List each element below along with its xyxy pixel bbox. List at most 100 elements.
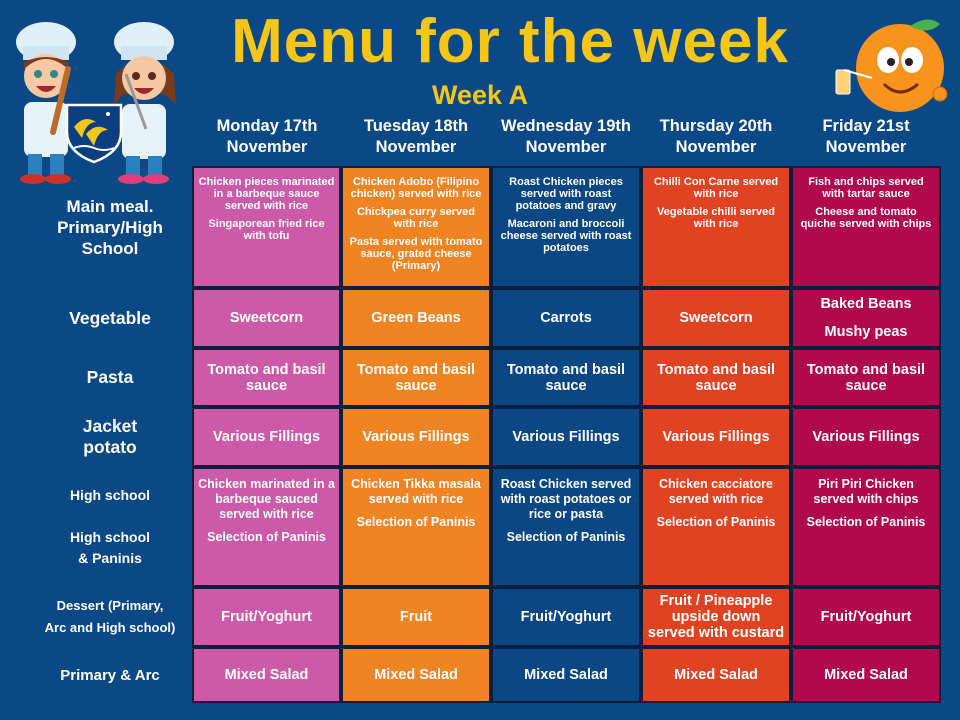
menu-cell: Mixed Salad xyxy=(641,647,791,703)
menu-item: Chicken pieces marinated in a barbeque s… xyxy=(198,176,335,212)
menu-item: Selection of Paninis xyxy=(356,515,476,529)
day-header: Friday 21st November xyxy=(791,116,941,158)
menu-item: Chicken Tikka masala served with rice xyxy=(351,477,481,506)
menu-cell: Tomato and basil sauce xyxy=(491,348,641,407)
day-header-line: November xyxy=(375,138,457,156)
menu-cell: Chicken cacciatore served with rice Selec… xyxy=(641,467,791,587)
menu-item: Sweetcorn xyxy=(679,310,753,326)
row-label: High school High school & Paninis xyxy=(22,467,198,587)
row-label: Pasta xyxy=(22,348,198,407)
menu-cell: Fruit/Yoghurt xyxy=(791,587,941,647)
menu-item: Chicken marinated in a barbeque sauced s… xyxy=(198,477,335,521)
menu-item: Singaporean fried rice with tofu xyxy=(208,218,325,242)
menu-cell: Green Beans xyxy=(341,288,491,348)
menu-cell: Mixed Salad xyxy=(791,647,941,703)
menu-item: Various Fillings xyxy=(662,429,770,445)
menu-item: Mixed Salad xyxy=(674,667,758,683)
menu-cell: Sweetcorn xyxy=(192,288,341,348)
menu-cell: Chicken Adobo (Filipino chicken) served … xyxy=(341,166,491,288)
menu-item: Mushy peas xyxy=(824,324,908,340)
row-label: Main meal. Primary/High School xyxy=(22,166,198,288)
menu-item: Various Fillings xyxy=(812,429,920,445)
menu-cell: Mixed Salad xyxy=(192,647,341,703)
menu-item: Sweetcorn xyxy=(229,310,304,326)
menu-item: Fruit xyxy=(399,609,433,625)
menu-cell: Sweetcorn xyxy=(641,288,791,348)
menu-item: Piri Piri Chicken served with chips xyxy=(813,477,919,506)
menu-item: Cheese and tomato quiche served with chi… xyxy=(800,206,932,230)
day-header: Tuesday 18th November xyxy=(341,116,491,158)
menu-item: Fruit/Yoghurt xyxy=(520,609,612,625)
menu-item: Mixed Salad xyxy=(824,667,908,683)
row-label-line: Primary & Arc xyxy=(60,666,160,684)
day-header-line: Wednesday 19th xyxy=(501,117,631,135)
menu-cell: Chicken pieces marinated in a barbeque s… xyxy=(192,166,341,288)
row-label-line: Primary/High xyxy=(57,217,163,237)
menu-cell: Roast Chicken served with roast potatoes… xyxy=(491,467,641,587)
row-label-line: High school xyxy=(69,529,151,545)
menu-item: Various Fillings xyxy=(212,429,321,445)
row-label-line: Main meal. xyxy=(66,196,154,216)
orange-mascot xyxy=(835,19,948,112)
row-label: Vegetable xyxy=(22,288,198,348)
row-label-line: Pasta xyxy=(86,367,134,387)
menu-item: Various Fillings xyxy=(362,429,470,445)
row-label-line: School xyxy=(81,238,139,258)
menu-item: Tomato and basil sauce xyxy=(806,361,926,394)
chef-girl-illustration xyxy=(114,22,176,184)
menu-cell: Chicken Tikka masala served with rice Sel… xyxy=(341,467,491,587)
chef-boy-illustration xyxy=(16,22,76,184)
menu-item: Selection of Paninis xyxy=(506,530,626,544)
row-label-line: Arc and High school) xyxy=(44,620,176,635)
day-header-line: Tuesday 18th xyxy=(363,117,469,135)
day-header-line: Monday 17th xyxy=(216,117,318,135)
menu-item: Vegetable chilli served with rice xyxy=(656,206,775,230)
menu-item: Roast Chicken pieces served with roast p… xyxy=(509,176,623,212)
menu-cell: Tomato and basil sauce xyxy=(641,348,791,407)
menu-item: Carrots xyxy=(540,310,592,326)
menu-item: Tomato and basil sauce xyxy=(506,361,626,394)
menu-cell: Various Fillings xyxy=(491,407,641,467)
menu-cell: Fish and chips served with tartar sauce C… xyxy=(791,166,941,288)
row-label: Primary & Arc xyxy=(22,647,198,703)
day-header-line: Friday 21st xyxy=(822,117,910,135)
menu-cell: Chicken marinated in a barbeque sauced s… xyxy=(192,467,341,587)
day-header-line: Thursday 20th xyxy=(659,117,773,135)
row-label-line: potato xyxy=(83,437,137,457)
menu-item: Fruit / Pineapple upside down served wit… xyxy=(647,593,785,641)
menu-item: Selection of Paninis xyxy=(656,515,776,529)
day-header-line: November xyxy=(825,138,907,156)
day-header-line: November xyxy=(525,138,607,156)
menu-cell: Various Fillings xyxy=(791,407,941,467)
menu-item: Chilli Con Carne served with rice xyxy=(653,176,779,200)
day-header: Monday 17th November xyxy=(192,116,342,158)
menu-item: Roast Chicken served with roast potatoes… xyxy=(500,477,632,521)
row-label-line: Dessert (Primary, xyxy=(56,598,164,613)
menu-item: Macaroni and broccoli cheese served with… xyxy=(500,218,632,254)
menu-item: Tomato and basil sauce xyxy=(356,361,476,394)
menu-cell: Tomato and basil sauce xyxy=(341,348,491,407)
row-label: Dessert (Primary, Arc and High school) xyxy=(22,587,198,647)
page-title: Menu for the week xyxy=(231,7,789,76)
menu-item: Fruit/Yoghurt xyxy=(221,609,312,625)
menu-cell: Tomato and basil sauce xyxy=(192,348,341,407)
menu-cell: Chilli Con Carne served with rice Vegetab… xyxy=(641,166,791,288)
menu-item: Various Fillings xyxy=(512,429,620,445)
menu-cell: Baked Beans Mushy peas xyxy=(791,288,941,348)
menu-item: Pasta served with tomato sauce, grated c… xyxy=(349,236,483,272)
menu-cell: Fruit/Yoghurt xyxy=(192,587,341,647)
row-label-line: Vegetable xyxy=(69,307,151,328)
row-label-line xyxy=(22,506,198,527)
row-label-line: High school xyxy=(69,487,151,503)
menu-item: Fish and chips served with tartar sauce xyxy=(808,176,924,200)
menu-item: Baked Beans xyxy=(820,296,912,312)
row-label-line: Jacket xyxy=(82,416,138,436)
menu-item: Mixed Salad xyxy=(524,667,608,683)
menu-cell: Various Fillings xyxy=(641,407,791,467)
school-crest-dolphins xyxy=(65,103,123,164)
menu-cell: Carrots xyxy=(491,288,641,348)
day-header-line: November xyxy=(226,138,308,156)
menu-item: Chicken Adobo (Filipino chicken) served … xyxy=(350,176,482,200)
menu-item: Selection of Paninis xyxy=(207,530,326,544)
page-subtitle: Week A xyxy=(431,80,529,110)
